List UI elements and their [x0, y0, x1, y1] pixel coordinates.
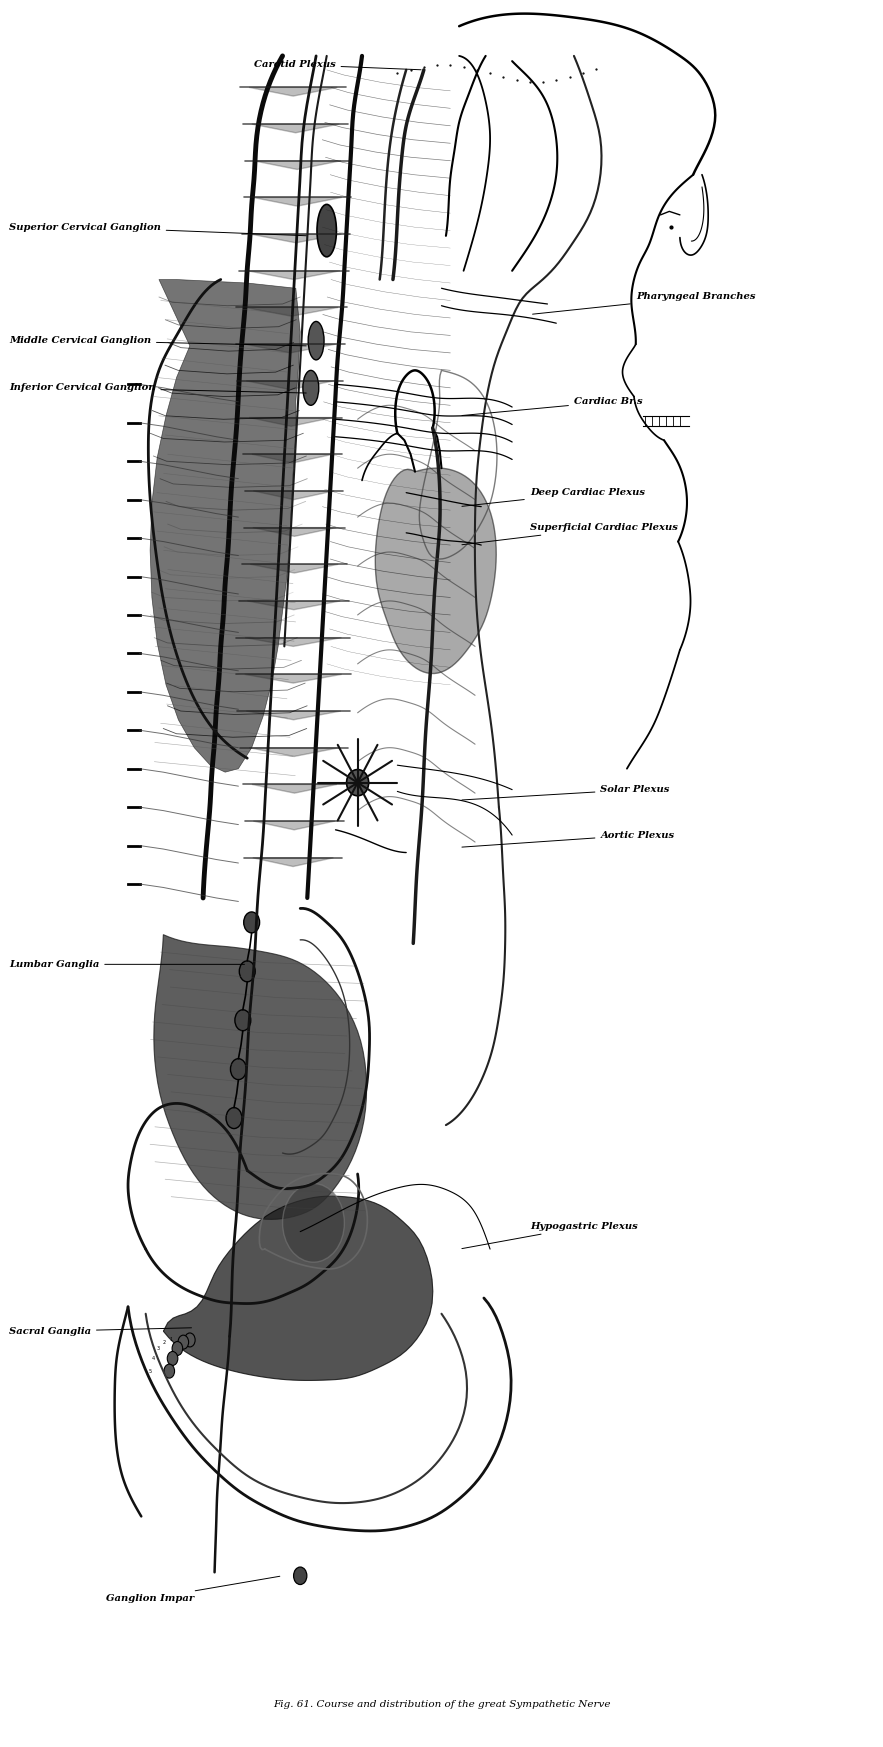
Text: Sacral Ganglia: Sacral Ganglia [9, 1326, 192, 1336]
Polygon shape [249, 748, 339, 756]
Ellipse shape [185, 1333, 195, 1347]
Polygon shape [246, 711, 341, 720]
Polygon shape [249, 418, 333, 426]
Polygon shape [247, 271, 340, 280]
Polygon shape [253, 197, 342, 206]
Polygon shape [253, 858, 334, 867]
Text: Middle Cervical Ganglion: Middle Cervical Ganglion [9, 335, 306, 346]
Ellipse shape [167, 1352, 177, 1366]
Polygon shape [251, 234, 342, 243]
Text: Fig. 61. Course and distribution of the great Sympathetic Nerve: Fig. 61. Course and distribution of the … [273, 1700, 610, 1709]
Text: Cardiac Br.s: Cardiac Br.s [462, 397, 643, 416]
Ellipse shape [283, 1184, 344, 1261]
Text: Inferior Cervical Ganglion: Inferior Cervical Ganglion [9, 383, 306, 393]
Text: Hypogastric Plexus: Hypogastric Plexus [462, 1221, 638, 1249]
Text: Aortic Plexus: Aortic Plexus [462, 830, 675, 847]
Ellipse shape [239, 961, 255, 982]
Ellipse shape [230, 1059, 246, 1080]
Polygon shape [252, 784, 337, 793]
Text: 4: 4 [152, 1356, 155, 1361]
Polygon shape [245, 344, 336, 353]
Ellipse shape [308, 321, 324, 360]
Ellipse shape [346, 769, 369, 797]
Ellipse shape [294, 1567, 307, 1585]
Polygon shape [247, 601, 340, 610]
Text: Lumbar Ganglia: Lumbar Ganglia [9, 959, 245, 970]
Text: Carotid Plexus: Carotid Plexus [253, 59, 421, 70]
Text: Superior Cervical Ganglion: Superior Cervical Ganglion [9, 222, 306, 236]
Text: Solar Plexus: Solar Plexus [462, 784, 670, 800]
Text: Deep Cardiac Plexus: Deep Cardiac Plexus [462, 487, 645, 507]
Text: 5: 5 [148, 1368, 152, 1373]
Ellipse shape [178, 1335, 189, 1349]
Polygon shape [252, 454, 333, 463]
Polygon shape [163, 1197, 433, 1380]
Text: 2: 2 [162, 1340, 166, 1345]
Polygon shape [245, 307, 338, 316]
Ellipse shape [235, 1010, 251, 1031]
Text: 1: 1 [169, 1338, 172, 1342]
Ellipse shape [244, 912, 260, 933]
Ellipse shape [317, 204, 336, 257]
Ellipse shape [226, 1108, 242, 1129]
Polygon shape [253, 491, 334, 500]
Polygon shape [246, 381, 334, 390]
Polygon shape [249, 87, 337, 96]
Polygon shape [252, 124, 339, 133]
Polygon shape [251, 564, 338, 573]
Text: Ganglion Impar: Ganglion Impar [106, 1576, 280, 1604]
Polygon shape [150, 280, 300, 772]
Text: 3: 3 [156, 1345, 160, 1350]
Polygon shape [253, 821, 335, 830]
Polygon shape [253, 161, 341, 169]
Ellipse shape [303, 370, 319, 405]
Text: Superficial Cardiac Plexus: Superficial Cardiac Plexus [462, 522, 677, 545]
Text: Pharyngeal Branches: Pharyngeal Branches [532, 292, 755, 314]
Polygon shape [245, 674, 342, 683]
Polygon shape [375, 468, 496, 674]
Ellipse shape [164, 1364, 175, 1378]
Polygon shape [154, 935, 366, 1219]
Polygon shape [245, 638, 342, 646]
Polygon shape [253, 528, 336, 536]
Ellipse shape [172, 1342, 183, 1356]
